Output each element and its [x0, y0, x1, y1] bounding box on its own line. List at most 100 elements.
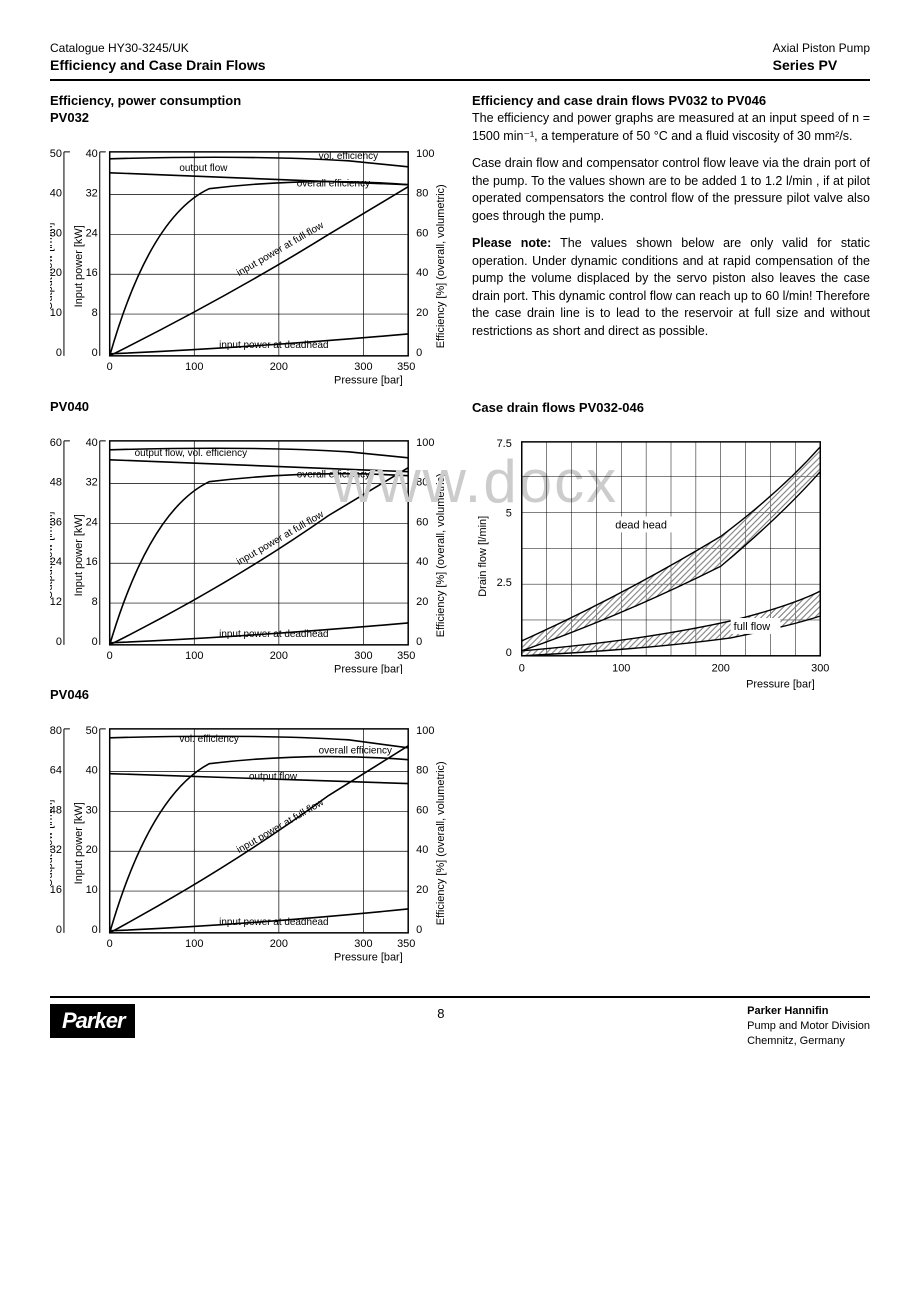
svg-text:0: 0	[92, 347, 98, 359]
svg-text:48: 48	[50, 476, 62, 488]
svg-text:Output flow [l/min]: Output flow [l/min]	[50, 800, 55, 888]
svg-text:100: 100	[185, 650, 203, 662]
svg-text:300: 300	[354, 938, 372, 950]
drain-title: Case drain flows PV032-046	[472, 400, 870, 415]
svg-text:40: 40	[416, 845, 428, 857]
svg-text:300: 300	[354, 361, 372, 373]
content-columns: Efficiency, power consumption PV032 50 4…	[50, 93, 870, 966]
chart-pv046: 80 64 48 32 16 0 Output flow [l/min] 50 …	[50, 704, 448, 963]
svg-text:80: 80	[416, 476, 428, 488]
pv032-label: PV032	[50, 110, 448, 125]
svg-text:40: 40	[86, 765, 98, 777]
svg-text:0: 0	[107, 938, 113, 950]
paragraph-3: Please note: The values shown below are …	[472, 235, 870, 340]
svg-text:0: 0	[519, 663, 525, 675]
catalogue-number: Catalogue HY30-3245/UK	[50, 40, 266, 56]
svg-text:60: 60	[50, 437, 62, 449]
svg-text:60: 60	[416, 516, 428, 528]
footer-company-block: Parker Hannifin Pump and Motor Division …	[747, 1004, 870, 1049]
svg-text:5: 5	[506, 508, 512, 520]
paragraph-1: The efficiency and power graphs are meas…	[472, 110, 870, 145]
page-title-left: Efficiency and Case Drain Flows	[50, 56, 266, 75]
svg-text:Efficiency [%] (overall, volum: Efficiency [%] (overall, volumetric)	[435, 184, 447, 348]
svg-text:0: 0	[416, 924, 422, 936]
right-section-title: Efficiency and case drain flows PV032 to…	[472, 93, 870, 108]
svg-text:input power at deadhead: input power at deadhead	[219, 917, 328, 928]
svg-text:100: 100	[416, 725, 434, 737]
product-name: Axial Piston Pump	[773, 40, 870, 56]
svg-text:10: 10	[86, 884, 98, 896]
svg-text:8: 8	[92, 596, 98, 608]
svg-text:300: 300	[811, 663, 829, 675]
svg-text:20: 20	[86, 845, 98, 857]
svg-text:200: 200	[270, 938, 288, 950]
svg-text:7.5: 7.5	[497, 438, 512, 450]
svg-text:40: 40	[416, 267, 428, 279]
svg-text:vol. efficiency: vol. efficiency	[179, 734, 239, 745]
svg-text:dead head: dead head	[615, 520, 667, 532]
svg-text:Input power [kW]: Input power [kW]	[73, 803, 85, 885]
svg-text:100: 100	[185, 938, 203, 950]
right-column: Efficiency and case drain flows PV032 to…	[472, 93, 870, 966]
page-number: 8	[155, 1004, 728, 1021]
svg-text:16: 16	[86, 556, 98, 568]
svg-text:overall efficiency: overall efficiency	[297, 179, 370, 190]
svg-text:input power at deadhead: input power at deadhead	[219, 340, 328, 351]
svg-text:350: 350	[397, 938, 415, 950]
svg-text:0: 0	[506, 647, 512, 659]
svg-text:20: 20	[416, 307, 428, 319]
svg-text:40: 40	[50, 188, 62, 200]
svg-text:40: 40	[416, 556, 428, 568]
svg-text:Output flow [l/min]: Output flow [l/min]	[50, 223, 55, 311]
svg-text:Pressure [bar]: Pressure [bar]	[334, 952, 403, 963]
left-section-title: Efficiency, power consumption	[50, 93, 448, 108]
svg-text:Efficiency [%] (overall, volum: Efficiency [%] (overall, volumetric)	[435, 762, 447, 926]
svg-text:80: 80	[416, 765, 428, 777]
svg-text:20: 20	[416, 596, 428, 608]
svg-text:16: 16	[86, 267, 98, 279]
series-name: Series PV	[773, 56, 870, 75]
svg-text:0: 0	[107, 361, 113, 373]
svg-text:0: 0	[416, 347, 422, 359]
pv046-label: PV046	[50, 687, 448, 702]
svg-text:Pressure [bar]: Pressure [bar]	[334, 663, 403, 674]
svg-text:100: 100	[416, 437, 434, 449]
svg-text:Input power [kW]: Input power [kW]	[73, 514, 85, 596]
svg-text:output flow: output flow	[249, 772, 298, 783]
svg-text:8: 8	[92, 307, 98, 319]
header-right: Axial Piston Pump Series PV	[773, 40, 870, 75]
svg-text:200: 200	[712, 663, 730, 675]
svg-text:overall efficiency: overall efficiency	[319, 746, 392, 757]
header-left: Catalogue HY30-3245/UK Efficiency and Ca…	[50, 40, 266, 75]
svg-text:input power at full flow: input power at full flow	[235, 509, 326, 568]
page-footer: Parker 8 Parker Hannifin Pump and Motor …	[50, 996, 870, 1049]
svg-text:vol. efficiency: vol. efficiency	[319, 151, 379, 162]
svg-text:50: 50	[50, 148, 62, 160]
svg-text:32: 32	[86, 188, 98, 200]
svg-text:0: 0	[107, 650, 113, 662]
svg-text:Input power [kW]: Input power [kW]	[73, 225, 85, 307]
svg-text:350: 350	[397, 361, 415, 373]
footer-city: Chemnitz, Germany	[747, 1034, 870, 1049]
paragraph-2: Case drain flow and compensator control …	[472, 155, 870, 225]
svg-text:80: 80	[416, 188, 428, 200]
svg-text:output flow: output flow	[179, 163, 228, 174]
svg-text:200: 200	[270, 361, 288, 373]
chart-pv040: 60 48 36 24 12 0 Output flow [l/min] 40 …	[50, 416, 448, 675]
svg-text:24: 24	[86, 228, 98, 240]
chart-pv032: 50 40 30 20 10 0 Output flow [l/min] 40 …	[50, 127, 448, 386]
svg-text:Pressure [bar]: Pressure [bar]	[334, 375, 403, 386]
svg-text:32: 32	[86, 476, 98, 488]
svg-text:full flow: full flow	[734, 621, 771, 633]
left-column: Efficiency, power consumption PV032 50 4…	[50, 93, 448, 966]
svg-text:24: 24	[86, 516, 98, 528]
svg-text:overall efficiency: overall efficiency	[297, 469, 370, 480]
pv040-label: PV040	[50, 399, 448, 414]
svg-text:30: 30	[86, 805, 98, 817]
svg-text:200: 200	[270, 650, 288, 662]
svg-text:0: 0	[92, 636, 98, 648]
svg-text:output flow, vol. efficiency: output flow, vol. efficiency	[135, 448, 248, 459]
svg-text:20: 20	[416, 884, 428, 896]
svg-text:Drain flow [l/min]: Drain flow [l/min]	[477, 516, 489, 597]
svg-text:64: 64	[50, 765, 62, 777]
